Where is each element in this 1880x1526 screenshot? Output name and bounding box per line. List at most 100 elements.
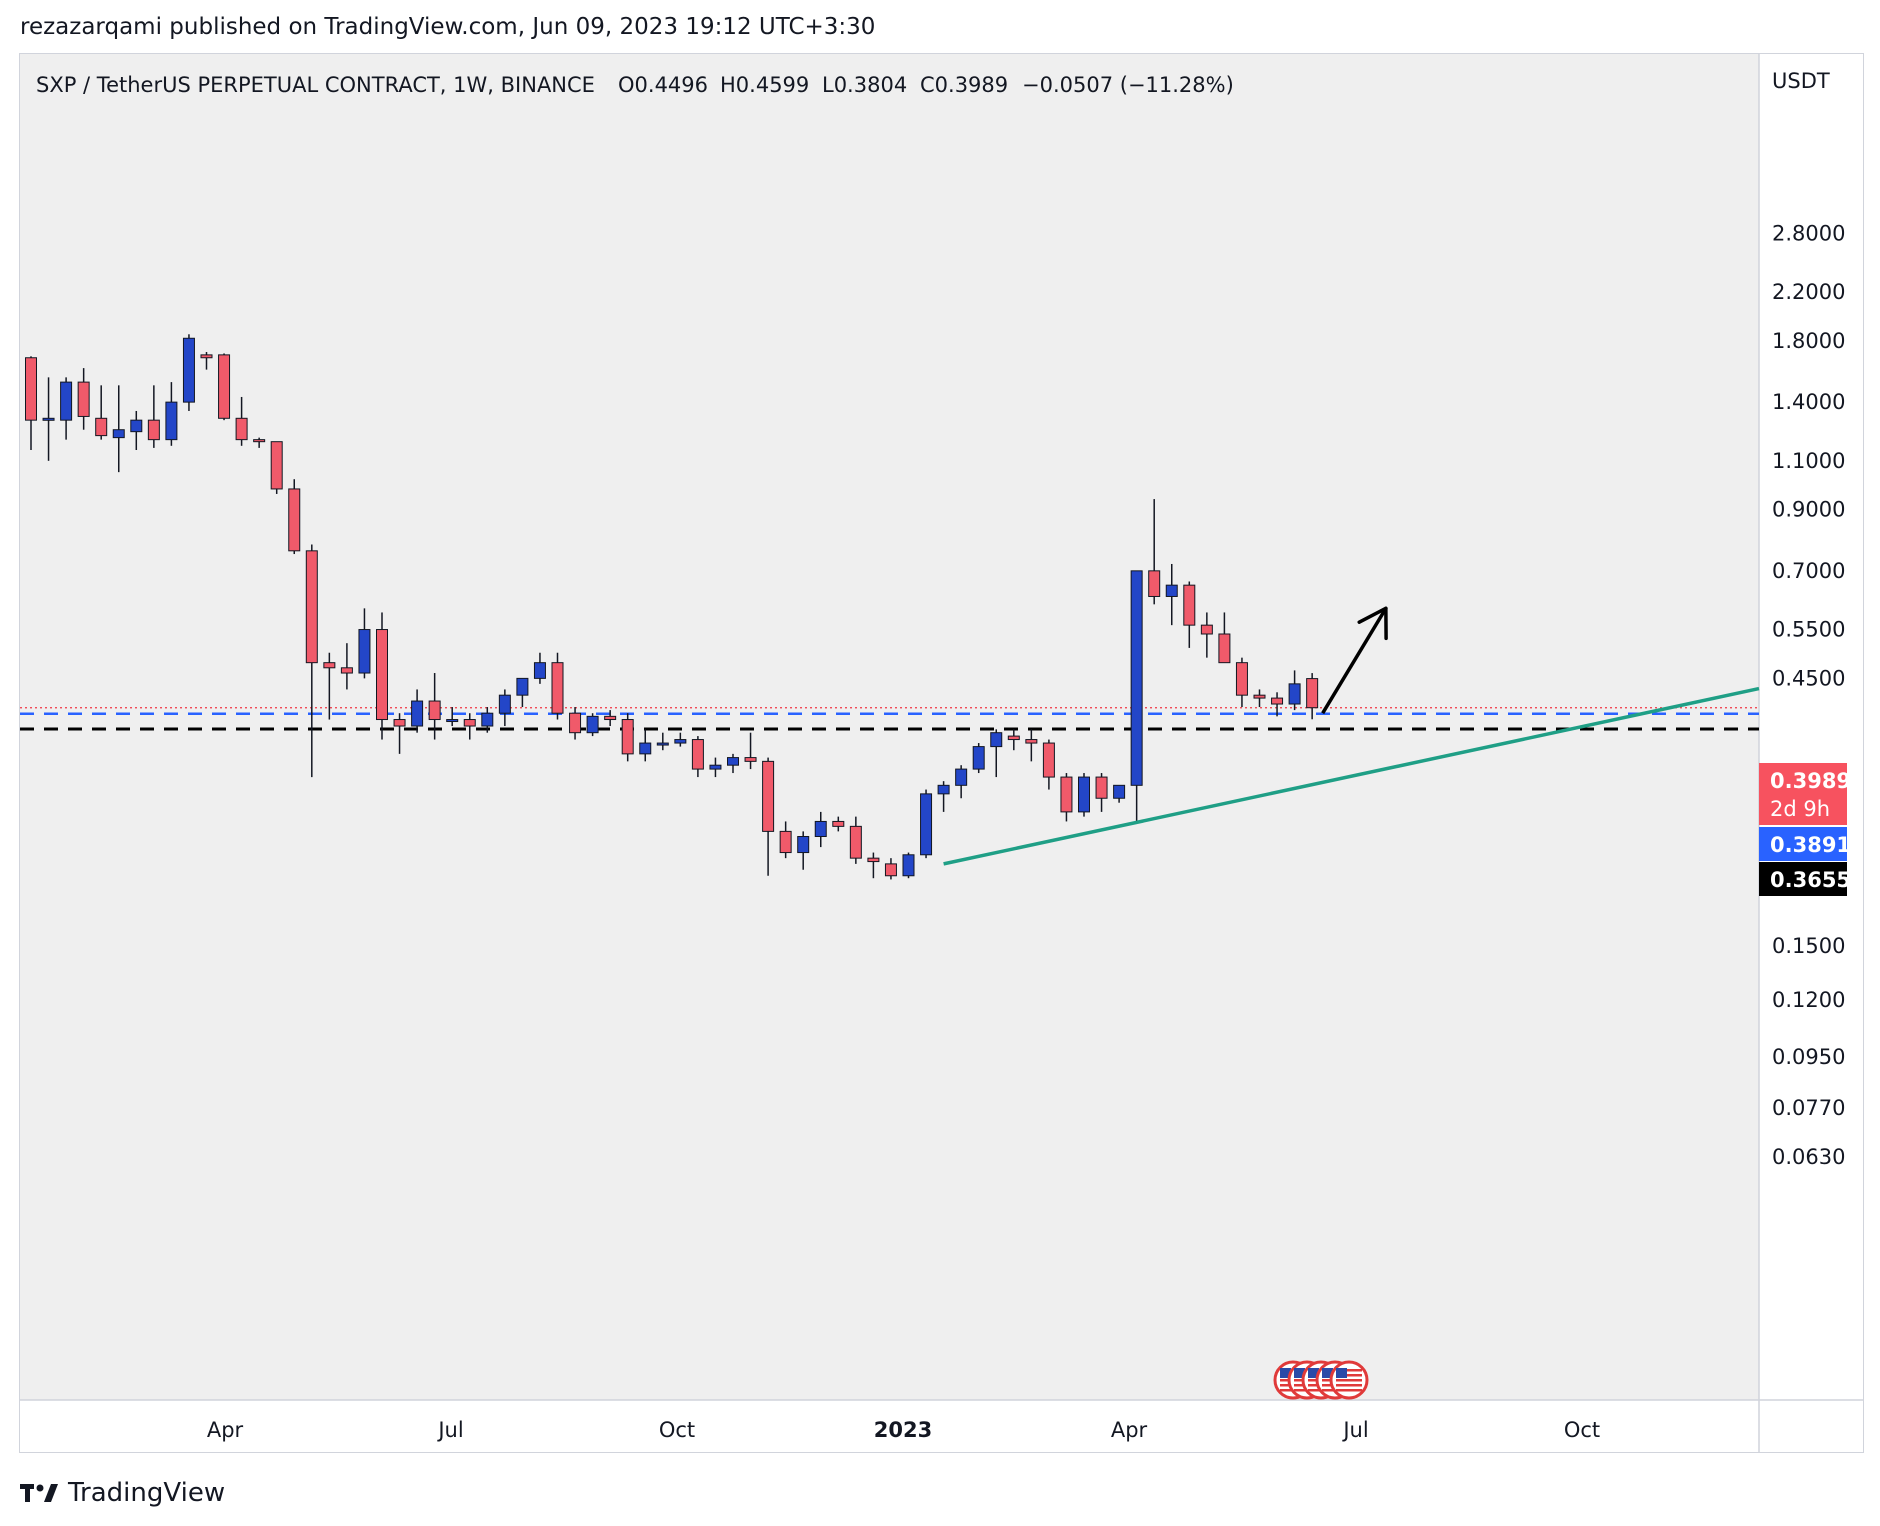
candle[interactable] xyxy=(340,643,353,690)
candle[interactable] xyxy=(937,781,950,812)
candle[interactable] xyxy=(1060,773,1073,822)
candle[interactable] xyxy=(1306,673,1319,720)
candle-body-up xyxy=(902,854,915,877)
candle[interactable] xyxy=(972,743,985,774)
candle[interactable] xyxy=(1253,689,1266,708)
candle[interactable] xyxy=(674,732,687,747)
candle[interactable] xyxy=(1235,657,1248,708)
candle[interactable] xyxy=(1113,784,1126,803)
trendline[interactable] xyxy=(943,686,1760,866)
candle[interactable] xyxy=(147,385,160,448)
candle[interactable] xyxy=(551,652,564,720)
candle[interactable] xyxy=(182,334,195,411)
candle[interactable] xyxy=(1148,499,1161,605)
candle[interactable] xyxy=(832,816,845,832)
legend-low: L0.3804 xyxy=(822,73,907,97)
candle[interactable] xyxy=(691,736,704,778)
candle[interactable] xyxy=(200,352,213,370)
plot-area[interactable] xyxy=(20,54,1759,1400)
candle[interactable] xyxy=(621,713,634,762)
candle[interactable] xyxy=(867,852,880,879)
candle[interactable] xyxy=(1218,612,1231,664)
candle[interactable] xyxy=(1025,729,1038,762)
candle[interactable] xyxy=(288,479,301,555)
price-tick-label: 0.5500 xyxy=(1772,618,1845,642)
candle[interactable] xyxy=(920,789,933,859)
candle[interactable] xyxy=(498,689,511,727)
candle[interactable] xyxy=(779,821,792,859)
footer-brand[interactable]: TradingView xyxy=(20,1478,225,1508)
candle[interactable] xyxy=(376,612,388,740)
candle[interactable] xyxy=(884,858,897,880)
candle[interactable] xyxy=(1288,670,1301,711)
candle[interactable] xyxy=(25,356,37,451)
candle[interactable] xyxy=(305,544,318,778)
candle[interactable] xyxy=(60,377,73,440)
candle[interactable] xyxy=(586,713,599,737)
candle[interactable] xyxy=(744,732,757,770)
candle[interactable] xyxy=(393,713,406,754)
candle[interactable] xyxy=(253,437,266,448)
candle[interactable] xyxy=(639,729,652,762)
candle[interactable] xyxy=(656,732,669,751)
candle[interactable] xyxy=(165,382,178,446)
candle[interactable] xyxy=(481,707,494,733)
candle[interactable] xyxy=(235,396,248,446)
candle[interactable] xyxy=(411,689,424,733)
candle-body-up xyxy=(1288,683,1301,705)
candles-layer[interactable] xyxy=(25,334,1319,880)
candle[interactable] xyxy=(95,385,108,440)
candle[interactable] xyxy=(1271,692,1284,717)
time-tick-label: Apr xyxy=(1111,1418,1148,1442)
us-flag-icon[interactable] xyxy=(1329,1360,1369,1400)
candle[interactable] xyxy=(1042,739,1055,790)
price-tick-label: 0.4500 xyxy=(1772,666,1845,690)
price-scale-ticks[interactable]: 2.8000 2.2000 1.8000 1.4000 1.1000 0.9000 0.70… xyxy=(1772,221,1845,1169)
candle[interactable] xyxy=(1130,570,1143,822)
candle[interactable] xyxy=(1183,581,1196,648)
candle[interactable] xyxy=(1007,729,1020,751)
candle[interactable] xyxy=(358,608,371,679)
candle-body-down xyxy=(744,757,757,762)
candle-body-up xyxy=(1078,776,1090,813)
candle[interactable] xyxy=(814,811,827,848)
candle[interactable] xyxy=(428,673,441,740)
candle[interactable] xyxy=(569,707,582,740)
time-scale-ticks[interactable]: Apr Jul Oct 2023 Apr Jul Oct xyxy=(207,1418,1600,1442)
candle[interactable] xyxy=(218,353,231,421)
candle[interactable] xyxy=(42,377,55,461)
candle[interactable] xyxy=(1200,612,1213,658)
candle[interactable] xyxy=(797,831,810,870)
candle[interactable] xyxy=(323,652,336,720)
price-tick-label: 0.0950 xyxy=(1772,1045,1845,1069)
candle[interactable] xyxy=(516,677,529,708)
candle[interactable] xyxy=(112,385,125,473)
candle[interactable] xyxy=(902,852,915,879)
candle[interactable] xyxy=(1165,563,1178,626)
us-flag-icon[interactable] xyxy=(1273,1360,1369,1400)
candle[interactable] xyxy=(990,729,1003,778)
arrow-shaft[interactable] xyxy=(1321,607,1388,715)
candle[interactable] xyxy=(727,753,739,774)
candle[interactable] xyxy=(1095,773,1108,812)
candle[interactable] xyxy=(130,410,143,451)
candle[interactable] xyxy=(533,652,546,684)
candle[interactable] xyxy=(955,765,968,799)
candle[interactable] xyxy=(762,757,775,876)
candle-body-down xyxy=(691,739,704,770)
candle-body-up xyxy=(446,719,459,723)
publish-info: rezazarqami published on TradingView.com… xyxy=(20,14,876,40)
candle[interactable] xyxy=(77,368,90,430)
candle[interactable] xyxy=(604,710,617,727)
candle[interactable] xyxy=(709,757,722,778)
candle-body-down xyxy=(1007,735,1020,741)
candle[interactable] xyxy=(1078,773,1090,817)
candle-body-down xyxy=(849,825,862,859)
candle[interactable] xyxy=(270,441,283,494)
candle[interactable] xyxy=(446,707,459,727)
candle[interactable] xyxy=(849,816,862,864)
candle-body-up xyxy=(358,629,371,674)
drawings-layer[interactable] xyxy=(943,606,1760,866)
candle[interactable] xyxy=(463,713,476,740)
